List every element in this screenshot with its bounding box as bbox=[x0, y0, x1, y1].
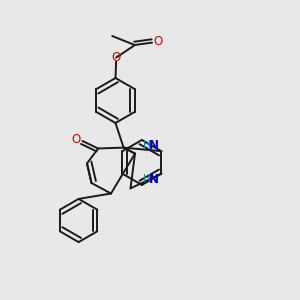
Text: H: H bbox=[143, 174, 151, 184]
Text: N: N bbox=[149, 139, 159, 152]
Text: H: H bbox=[143, 140, 151, 150]
Text: N: N bbox=[149, 172, 159, 186]
Text: O: O bbox=[112, 51, 121, 64]
Text: O: O bbox=[72, 133, 81, 146]
Text: O: O bbox=[153, 34, 162, 48]
